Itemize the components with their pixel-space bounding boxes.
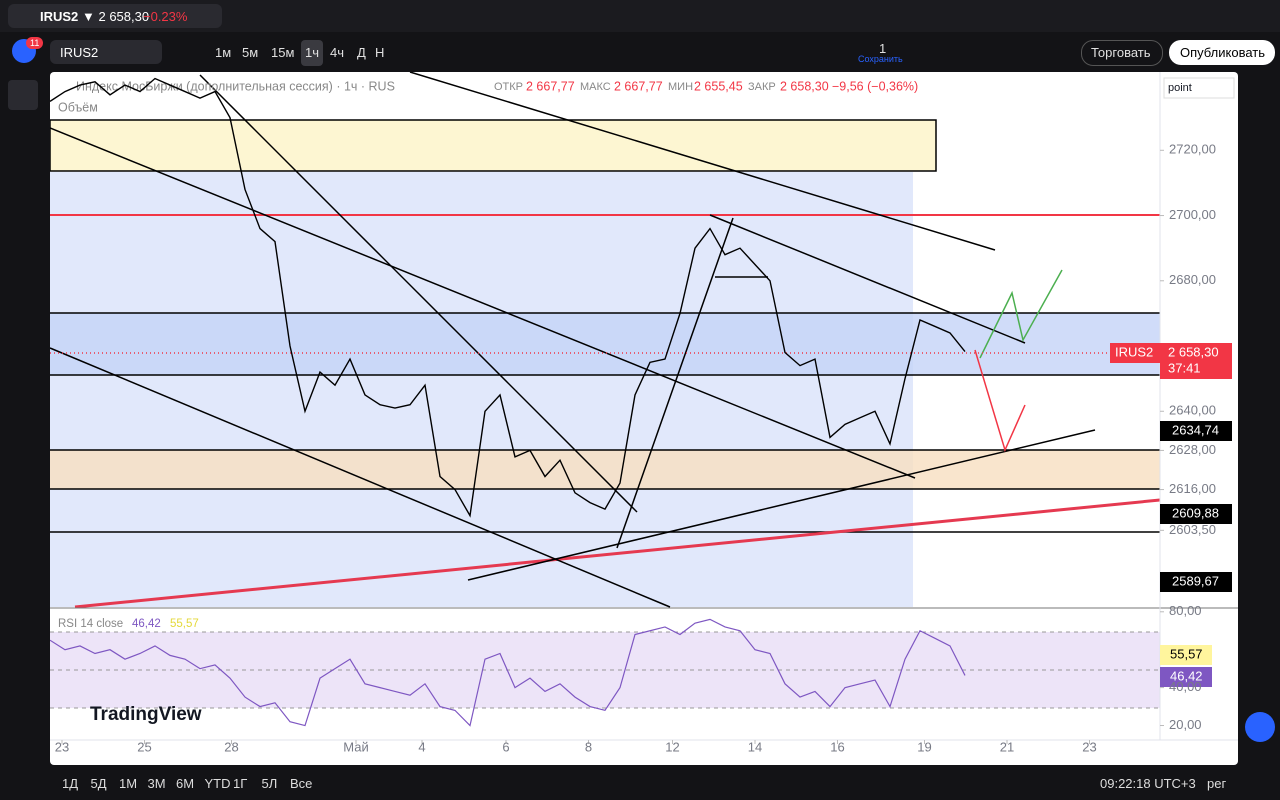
volume-label: Объём: [58, 100, 98, 114]
rsi-ma: 55,57: [170, 618, 199, 630]
legend: Индекс МосБиржи (дополнительная сессия) …: [58, 79, 918, 725]
price-label: 2634,74: [1172, 422, 1219, 437]
rsi-value: 46,42: [132, 618, 161, 630]
symbol-search[interactable]: [50, 40, 162, 64]
y-tick-label: 80,00: [1169, 603, 1202, 618]
interval[interactable]: 1м: [215, 45, 232, 60]
symbol: IRUS2: [60, 45, 99, 60]
range-button[interactable]: 5Л: [261, 776, 278, 791]
range-button[interactable]: 3М: [147, 776, 166, 791]
legend-value: 2 655,45: [694, 79, 743, 93]
cursor-tool[interactable]: [8, 80, 38, 110]
interval[interactable]: 5м: [242, 45, 259, 60]
rsi-label: 46,42: [1170, 668, 1203, 683]
right-toolbar: [1241, 72, 1280, 800]
interval-active: [301, 40, 323, 66]
tab-change: −0.23%: [143, 9, 188, 24]
y-tick-label: 2700,00: [1169, 207, 1216, 222]
rsi-label: 55,57: [1170, 646, 1203, 661]
price-label: IRUS2: [1115, 344, 1153, 359]
legend-title: Индекс МосБиржи (дополнительная сессия) …: [76, 79, 395, 93]
legend-label: ОТКР: [494, 81, 523, 93]
y-tick-label: 2720,00: [1169, 142, 1216, 157]
x-tick-label: 4: [418, 739, 425, 754]
chart: Индекс МосБиржи (дополнительная сессия) …: [50, 72, 1238, 754]
x-tick-label: 23: [55, 739, 69, 754]
scale-mode[interactable]: [1163, 77, 1235, 99]
range-button[interactable]: YTD: [204, 776, 231, 791]
y-tick-label: 20,00: [1169, 717, 1202, 732]
price-label: 2609,88: [1172, 505, 1219, 520]
interval[interactable]: 15м: [271, 45, 295, 60]
y-tick-label: 40,00: [1169, 679, 1202, 694]
clock: 09:22:18 UTC+3: [1100, 776, 1196, 791]
x-tick-label: 16: [830, 739, 844, 754]
left-toolbar: [0, 72, 48, 800]
tab-price: ▼ 2 658,30: [82, 9, 150, 24]
x-tick-label: Май: [343, 739, 368, 754]
x-tick-label: 12: [665, 739, 679, 754]
range-button[interactable]: 1Г: [233, 776, 248, 791]
interval[interactable]: Н: [375, 45, 385, 60]
x-tick-label: 21: [1000, 739, 1014, 754]
y-tick-label: 2680,00: [1169, 272, 1216, 287]
layout-count[interactable]: 1: [879, 41, 887, 56]
range-button[interactable]: 6М: [176, 776, 195, 791]
trade-button[interactable]: [1081, 40, 1163, 66]
rsi-line: [50, 618, 966, 727]
tab[interactable]: [8, 4, 222, 28]
drawings: [50, 72, 1238, 741]
badge: 11: [26, 37, 44, 49]
x-tick-label: 25: [137, 739, 151, 754]
save[interactable]: Сохранить: [858, 54, 903, 64]
bottom-bar: 1Д 5Д 1М 3М 6М YTD 1Г 5Л Все: [50, 767, 1238, 800]
x-tick-label: 6: [502, 739, 509, 754]
legend-label: МИН: [668, 81, 693, 93]
x-tick-label: 14: [748, 739, 762, 754]
legend-change: −9,56 (−0,36%): [832, 79, 918, 93]
x-tick-label: 23: [1082, 739, 1096, 754]
rsi-title: RSI 14 close: [58, 618, 123, 630]
price-labels: IRUS2 2 658,30 37:41 2634,74 2609,88 258…: [1110, 343, 1232, 687]
price-label: 2589,67: [1172, 573, 1219, 588]
tab-symbol: IRUS2: [40, 9, 79, 24]
apps-button[interactable]: [1245, 712, 1275, 742]
logo: TradingView: [90, 704, 202, 725]
legend-value: 2 667,77: [526, 79, 575, 93]
x-tick-label: 28: [224, 739, 238, 754]
range-button[interactable]: 5Д: [90, 776, 107, 791]
x-tick-label: 19: [917, 739, 931, 754]
interval[interactable]: Д: [357, 45, 366, 60]
range-button[interactable]: 1М: [119, 776, 138, 791]
session[interactable]: рег: [1207, 776, 1227, 791]
price-label: 2 658,30: [1168, 344, 1219, 359]
range-button[interactable]: 1Д: [62, 776, 79, 791]
interval[interactable]: 4ч: [330, 45, 345, 60]
price-line: [50, 77, 966, 518]
y-tick-label: 2628,00: [1169, 442, 1216, 457]
legend-value: 2 667,77: [614, 79, 663, 93]
y-tick-label: 2640,00: [1169, 403, 1216, 418]
legend-value: 2 658,30: [780, 79, 829, 93]
scale-mode-label: point: [1168, 82, 1192, 94]
legend-label: МАКС: [580, 81, 611, 93]
publish-button[interactable]: [1169, 40, 1275, 65]
price-label: 37:41: [1168, 360, 1201, 375]
y-tick-label: 2603,50: [1169, 522, 1216, 537]
x-tick-label: 8: [585, 739, 592, 754]
range-button[interactable]: Все: [290, 776, 313, 791]
publish-label: Опубликовать: [1180, 45, 1266, 60]
interval[interactable]: 1ч: [305, 45, 320, 60]
legend-label: ЗАКР: [748, 81, 776, 93]
y-tick-label: 2616,00: [1169, 481, 1216, 496]
trade-label: Торговать: [1091, 45, 1151, 60]
